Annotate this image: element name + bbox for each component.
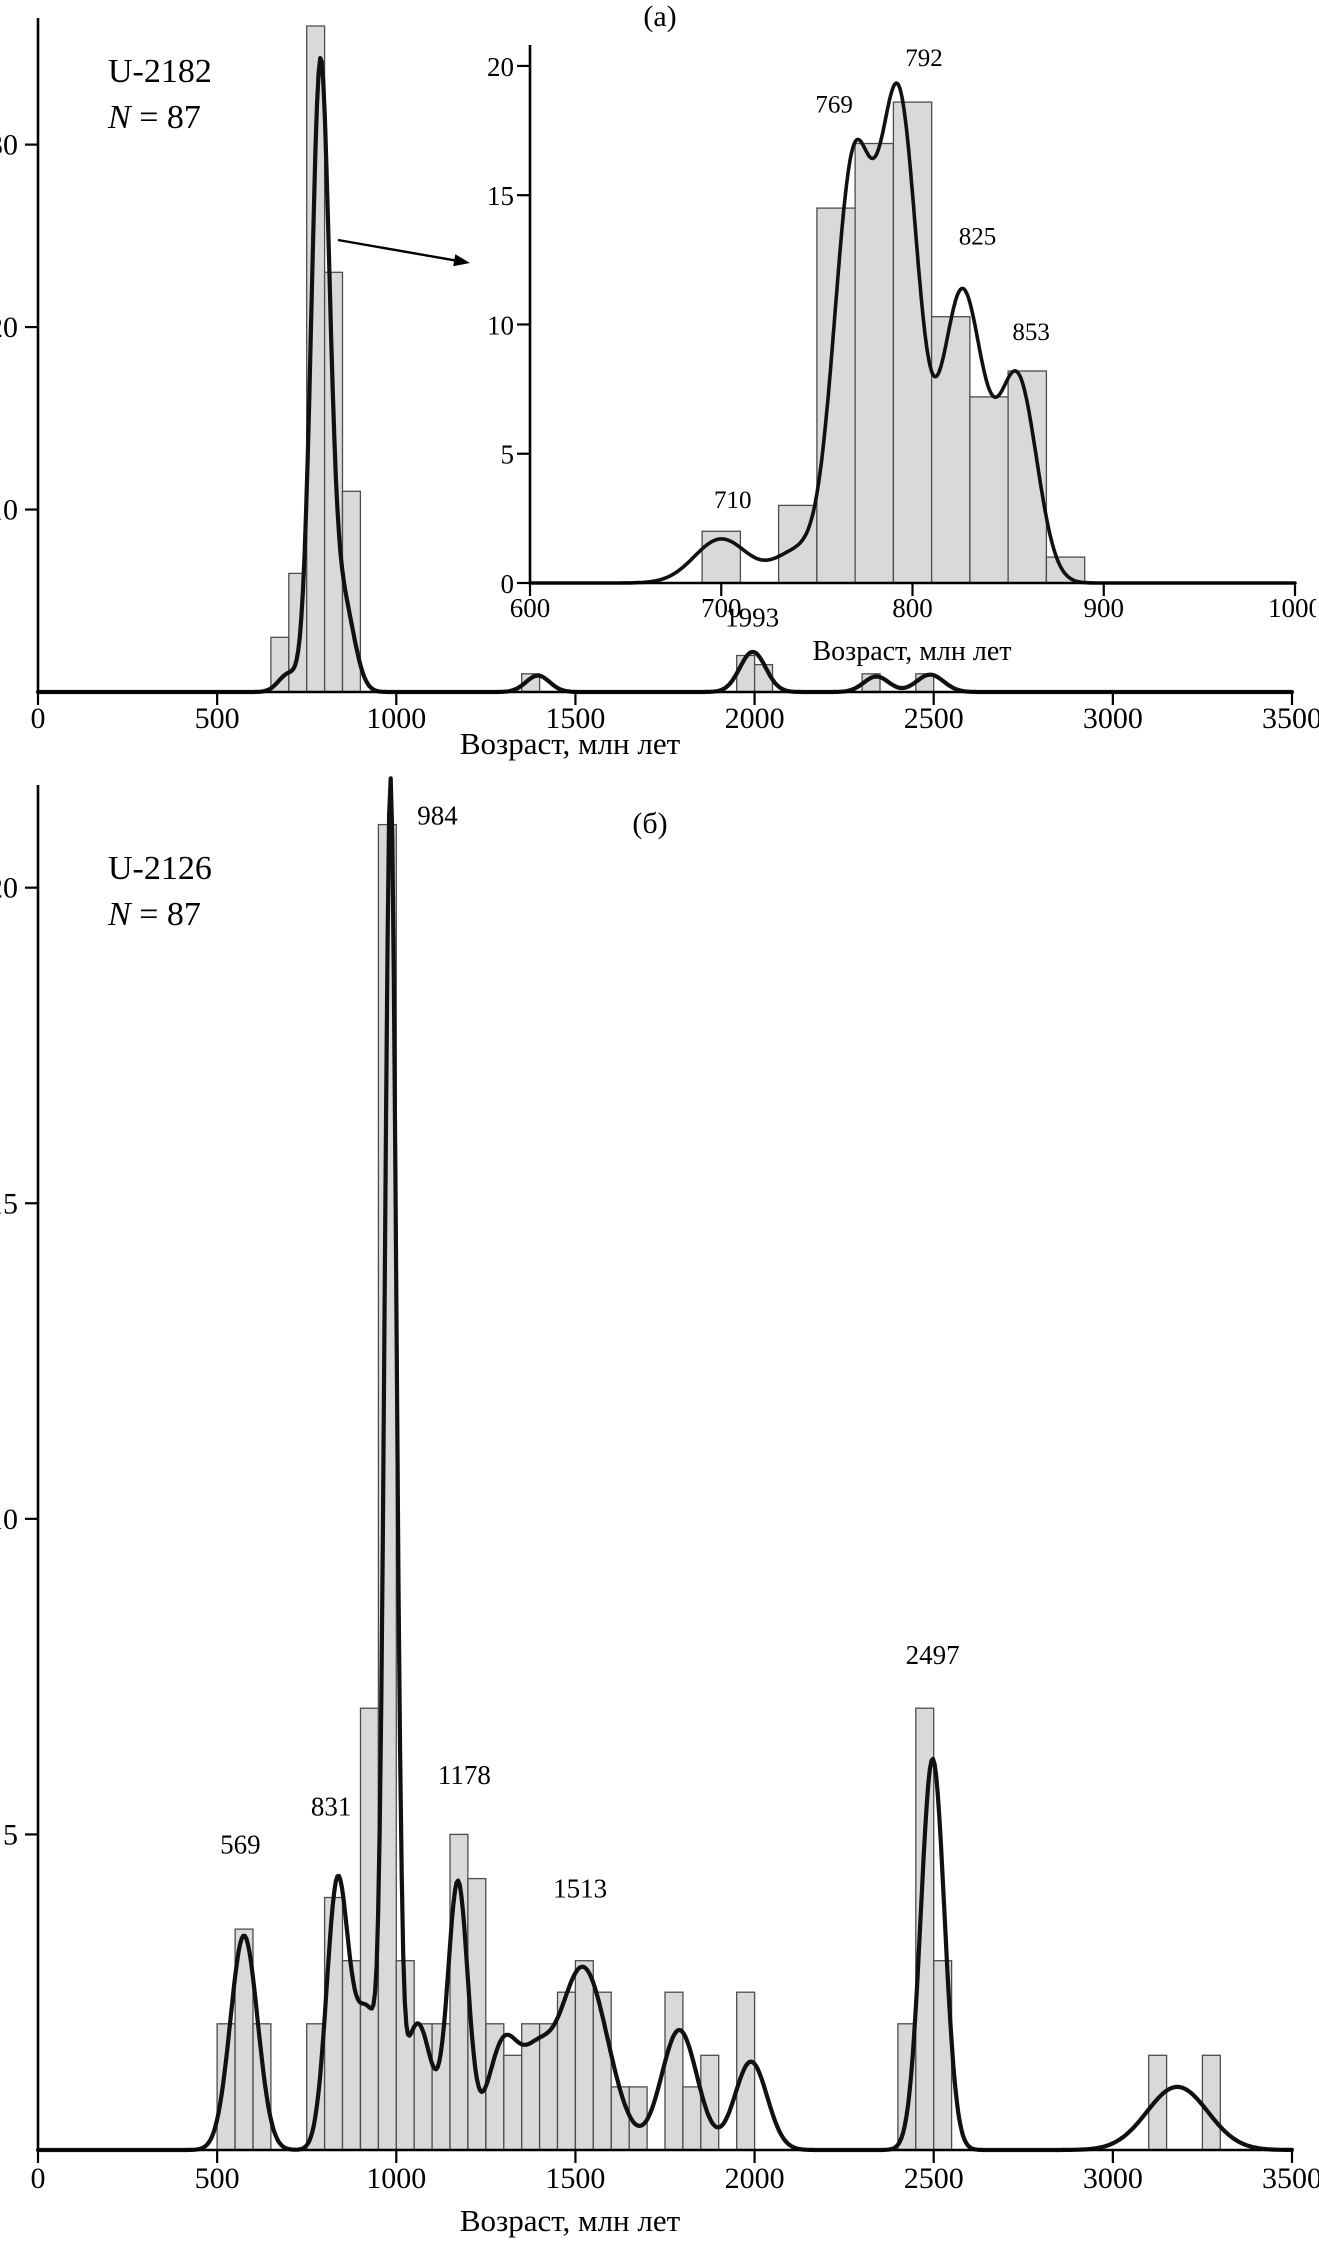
x-tick-label: 2500	[904, 702, 964, 735]
histogram-bar	[930, 316, 971, 584]
sample-label: U-2126	[108, 850, 212, 887]
x-tick-label: 1000	[366, 2162, 426, 2195]
peak-age-label: 1993	[725, 602, 779, 632]
y-tick-label: 0	[501, 569, 515, 599]
x-tick-label: 2500	[904, 2162, 964, 2195]
histogram-bar	[323, 1896, 344, 2151]
y-tick-label: 10	[487, 310, 514, 340]
peak-age-label: 1178	[438, 1760, 491, 1790]
sample-count-label: N = 87	[107, 99, 201, 136]
x-tick-label: 1000	[1268, 593, 1316, 623]
x-tick-label: 800	[892, 593, 933, 623]
histogram-bar	[664, 1991, 684, 2151]
x-tick-label: 1500	[545, 702, 605, 735]
x-tick-label: 0	[31, 2162, 46, 2195]
x-tick-label: 3500	[1262, 702, 1319, 735]
x-tick-label: 1000	[366, 702, 426, 735]
panel-label: (б)	[632, 807, 667, 840]
histogram-bar	[736, 1991, 756, 2151]
y-tick-label: 15	[487, 181, 514, 211]
peak-age-label: 831	[311, 1792, 352, 1822]
panel-b-chart: 0 500 1000 1500 2000 2500 3000 3500 5 10 15 20 Возра…	[0, 776, 1319, 2238]
histogram-bar	[682, 2086, 702, 2151]
x-tick-label: 900	[1084, 593, 1125, 623]
histogram-bar	[341, 1960, 362, 2151]
panel-a-inset-chart: 600 700 800 900 1000 0 5 10 15 20 Возраст, млн лет…	[487, 45, 1316, 667]
x-tick-label: 500	[195, 2162, 240, 2195]
y-tick-label: 20	[487, 52, 514, 82]
sample-label: U-2182	[108, 53, 212, 90]
y-tick-label: 10	[0, 1503, 18, 1536]
histogram-bar	[538, 2023, 559, 2151]
x-tick-label: 0	[31, 702, 46, 735]
kde-curve	[35, 776, 1295, 2153]
x-tick-label: 2000	[725, 2162, 785, 2195]
peak-age-label: 792	[905, 45, 943, 72]
x-axis-title: Возраст, млн лет	[812, 636, 1011, 667]
x-tick-label: 600	[510, 593, 551, 623]
x-tick-label: 3500	[1262, 2162, 1319, 2195]
histogram-bar	[503, 2054, 523, 2151]
peak-age-label: 1513	[553, 1874, 607, 1904]
y-tick-label: 20	[0, 872, 18, 905]
x-tick-label: 2000	[725, 702, 785, 735]
y-tick-label: 15	[0, 1187, 18, 1220]
histogram-bar	[1148, 2054, 1168, 2151]
histogram-bar	[323, 271, 344, 693]
x-axis-title: Возраст, млн лет	[460, 726, 681, 761]
histogram-bar	[413, 2023, 433, 2151]
peak-age-label: 825	[959, 223, 997, 250]
histogram-bar	[1045, 556, 1086, 584]
x-tick-label: 1500	[545, 2162, 605, 2195]
y-tick-label: 20	[0, 311, 18, 344]
x-tick-label: 3000	[1083, 702, 1143, 735]
peak-age-label: 2497	[906, 1640, 960, 1670]
histogram-bar	[816, 207, 856, 584]
sample-count-label: N = 87	[107, 896, 201, 933]
y-tick-label: 5	[3, 1818, 18, 1851]
peak-age-label: 710	[714, 487, 752, 514]
histogram-bar	[969, 396, 1009, 584]
y-tick-label: 5	[501, 440, 515, 470]
inset-arrow	[337, 238, 461, 263]
panel-label: (а)	[643, 0, 676, 33]
x-axis-title: Возраст, млн лет	[460, 2203, 681, 2238]
peak-age-label: 569	[220, 1829, 261, 1859]
panel-a-chart: 0 500 1000 1500 2000 2500 3000 3500 10 20 30 Возрас…	[0, 0, 1319, 761]
x-tick-label: 3000	[1083, 2162, 1143, 2195]
histogram-bar	[574, 1960, 594, 2151]
peak-age-label: 984	[417, 801, 458, 831]
x-tick-label: 500	[195, 702, 240, 735]
inset-arrow-head	[453, 254, 470, 267]
x-tick-label: 700	[701, 593, 742, 623]
y-tick-label: 10	[0, 494, 18, 527]
y-tick-label: 30	[0, 129, 18, 162]
histogram-bar	[1201, 2054, 1221, 2151]
histogram-bar	[854, 142, 895, 584]
peak-age-label: 769	[815, 92, 853, 119]
peak-age-label: 853	[1012, 319, 1050, 346]
